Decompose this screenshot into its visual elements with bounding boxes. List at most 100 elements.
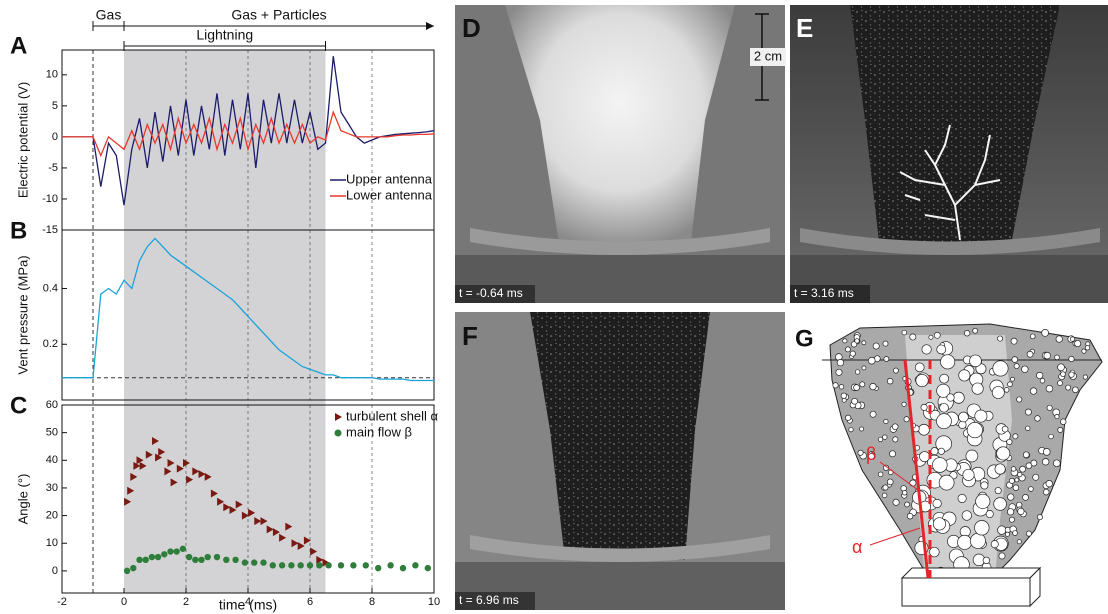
beta-label: β (866, 444, 876, 464)
vent (902, 578, 1030, 606)
particle (1007, 494, 1014, 501)
particle (975, 410, 987, 422)
particle (1011, 338, 1017, 344)
particle (1049, 434, 1054, 439)
data-point (223, 557, 229, 563)
particle (1017, 397, 1022, 402)
particle (981, 482, 988, 489)
annotation-label: Gas + Particles (231, 7, 326, 23)
particle (1085, 346, 1090, 351)
data-point (260, 559, 266, 565)
data-point (180, 546, 186, 552)
data-point (307, 562, 313, 568)
particle (1058, 364, 1065, 371)
data-point (124, 568, 130, 574)
particle (919, 452, 929, 462)
particle (882, 493, 887, 498)
particle (1011, 377, 1015, 381)
particle (932, 458, 947, 473)
particle (883, 485, 888, 490)
data-point (350, 562, 356, 568)
y-tick-label: -5 (48, 162, 58, 174)
particle (991, 541, 998, 548)
particle (1007, 439, 1012, 444)
particle (1044, 352, 1051, 359)
particle (1057, 381, 1062, 386)
particle (841, 393, 847, 399)
particle (922, 345, 931, 354)
annotation-arrow (426, 22, 434, 30)
vent-top (902, 568, 1040, 578)
particle (1018, 508, 1024, 514)
x-axis-label: time (ms) (219, 597, 277, 613)
particle (904, 417, 909, 422)
particle (1017, 472, 1022, 477)
data-point (242, 559, 248, 565)
data-point (130, 565, 136, 571)
data-point (149, 554, 155, 560)
particle (1029, 487, 1034, 492)
particle (992, 386, 1004, 398)
particle (849, 427, 853, 431)
particle (845, 347, 850, 352)
annotation-label: Lightning (196, 27, 253, 43)
particle (1035, 416, 1041, 422)
data-point (279, 562, 285, 568)
particle (1040, 378, 1045, 383)
data-point (363, 562, 369, 568)
particle (962, 511, 972, 521)
timestamp: t = -0.64 ms (459, 286, 523, 300)
particle (836, 369, 842, 375)
data-point (232, 557, 238, 563)
data-point (375, 565, 381, 571)
particle (1047, 405, 1052, 410)
data-point (298, 562, 304, 568)
particle (1005, 532, 1009, 536)
photo-d: 2 cm D t = -0.64 ms (455, 5, 786, 303)
legend-label: turbulent shell α (346, 408, 439, 423)
data-point (205, 554, 211, 560)
y-tick-label: 0 (52, 565, 58, 577)
y-tick-label: 60 (46, 399, 58, 411)
particle (1042, 329, 1049, 336)
particle (1033, 474, 1039, 480)
data-point (425, 565, 431, 571)
data-point (167, 548, 173, 554)
x-tick-label: 8 (369, 596, 375, 608)
particle (883, 341, 888, 346)
particle (995, 487, 1001, 493)
alpha-label: α (852, 537, 862, 557)
particle (1002, 426, 1008, 432)
particle (862, 341, 866, 345)
particle (1004, 388, 1009, 393)
data-point (136, 557, 142, 563)
particle (1026, 463, 1032, 469)
panel-label: D (462, 13, 481, 43)
legend-label: Upper antenna (346, 171, 433, 186)
particle (902, 490, 907, 495)
particle (1011, 467, 1016, 472)
y-tick-label: -15 (42, 224, 58, 236)
particle (852, 398, 858, 404)
particle (994, 498, 1007, 511)
particle (959, 421, 967, 429)
particle (973, 328, 978, 333)
data-point (387, 562, 393, 568)
particle (929, 335, 933, 339)
particle (1013, 531, 1018, 536)
particle (837, 359, 844, 366)
particle (933, 518, 945, 530)
particle (1026, 531, 1031, 536)
y-axis-label: Angle (°) (15, 474, 30, 525)
particle (1008, 382, 1013, 387)
particle (937, 345, 946, 354)
particle (964, 330, 970, 336)
x-tick-label: 0 (121, 596, 127, 608)
particle (1022, 366, 1029, 373)
particle (916, 374, 928, 386)
particle (1053, 460, 1060, 467)
x-tick-label: 6 (307, 596, 313, 608)
particle (970, 533, 985, 548)
data-point (174, 548, 180, 554)
data-point (288, 562, 294, 568)
